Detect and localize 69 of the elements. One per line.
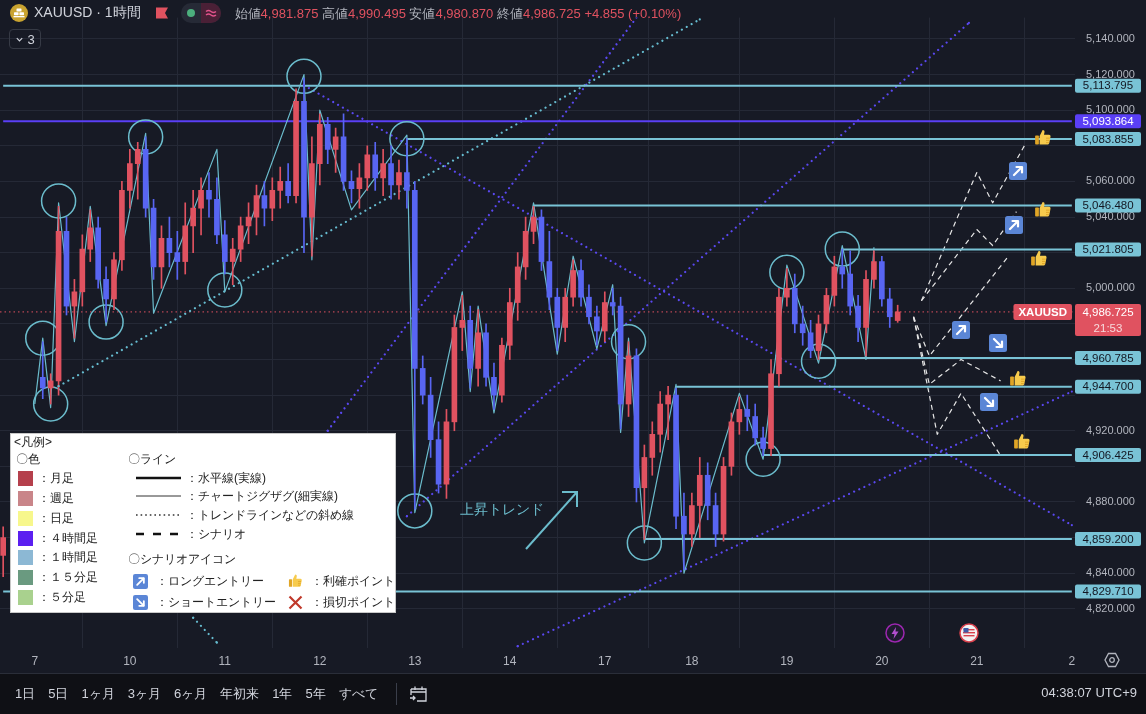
text: 4,960.785: [1082, 351, 1134, 364]
y-tick-label: 5,120.000: [1086, 67, 1135, 80]
y-tick-label: 5,100.000: [1086, 103, 1135, 116]
annotation: 〇ライン: [128, 451, 176, 467]
x-tick-label: 13: [408, 653, 422, 668]
text: すべて: [338, 684, 378, 703]
text: 5年: [305, 684, 326, 703]
y-tick-label: 4,820.000: [1086, 601, 1135, 614]
chart-subtitle: 始値4,981.875 高値4,990.495 安値4,980.870 終値4,986.725 +4.855 (+0.10%): [234, 5, 682, 21]
text: 1ヶ月: [81, 684, 115, 703]
text: 4,986.725: [1082, 305, 1134, 318]
x-tick-label: 20: [875, 653, 889, 668]
y-tick-label: 5,000.000: [1086, 281, 1135, 294]
text: 4,906.425: [1082, 448, 1134, 461]
annotation: ：損切ポイント: [311, 594, 395, 610]
button-frame: 3: [9, 29, 41, 49]
text: 1年: [272, 684, 293, 703]
annotation: ：ショートエントリー: [156, 594, 276, 610]
text: 5,083.855: [1082, 132, 1134, 145]
y-tick-label: 4,840.000: [1086, 566, 1135, 579]
annotation: 〇シナリオアイコン: [128, 551, 236, 567]
x-tick-label: 2: [1068, 653, 1076, 668]
annotation: ：月足: [38, 470, 74, 486]
annotation: ：４時間足: [38, 530, 98, 546]
annotation: 3: [27, 31, 35, 47]
y-tick-label: 4,920.000: [1086, 423, 1135, 436]
annotation: ：利確ポイント: [311, 573, 395, 589]
x-tick-label: 18: [685, 653, 699, 668]
text: 04:38:07 UTC+9: [1041, 685, 1137, 701]
text: 1日: [15, 684, 36, 703]
text: 5,046.480: [1082, 199, 1134, 212]
y-tick-label: 4,880.000: [1086, 495, 1135, 508]
text: 5,021.805: [1082, 243, 1134, 256]
x-tick-label: 17: [598, 653, 612, 668]
x-tick-label: 14: [503, 653, 517, 668]
text: 6ヶ月: [173, 684, 208, 703]
text: 4,944.700: [1082, 380, 1134, 393]
x-tick-label: 7: [31, 653, 39, 668]
annotation: ：シナリオ: [186, 526, 246, 542]
annotation: <凡例>: [14, 434, 53, 450]
annotation: ：週足: [38, 490, 74, 506]
x-tick-label: 21: [970, 653, 984, 668]
x-tick-label: 12: [313, 653, 327, 668]
y-tick-label: 5,060.000: [1086, 174, 1135, 187]
annotation: ：日足: [38, 510, 74, 526]
text: 5日: [48, 684, 69, 703]
annotation: ：ロングエントリー: [156, 573, 264, 589]
annotation: ：水平線(実線): [186, 470, 266, 486]
annotation: ：トレンドラインなどの斜め線: [186, 507, 354, 523]
annotation: ：５分足: [38, 589, 86, 605]
annotation: ：１時間足: [38, 549, 98, 565]
x-tick-label: 10: [123, 653, 137, 668]
text: 5,093.864: [1082, 114, 1135, 127]
x-tick-label: 11: [218, 653, 232, 668]
x-tick-label: 19: [780, 653, 794, 668]
text: 21:53: [1093, 321, 1123, 334]
annotation: ：チャートジグザグ(細実線): [186, 488, 338, 504]
annotation: 上昇トレンド: [460, 501, 544, 517]
y-tick-label: 5,140.000: [1086, 32, 1135, 44]
text: 5,113.795: [1082, 79, 1134, 92]
y-tick-label: 5,040.000: [1086, 210, 1135, 223]
annotation: 〇色: [16, 451, 40, 467]
text: 3ヶ月: [127, 684, 161, 703]
annotation: ：１５分足: [38, 569, 98, 585]
text: 4,829.710: [1082, 585, 1134, 598]
text: 4,859.200: [1082, 532, 1134, 545]
ref-line-label: XAUUSD: [1018, 305, 1067, 318]
text: 年初来: [220, 684, 260, 703]
chart-title: XAUUSD · 1時間: [34, 4, 141, 22]
